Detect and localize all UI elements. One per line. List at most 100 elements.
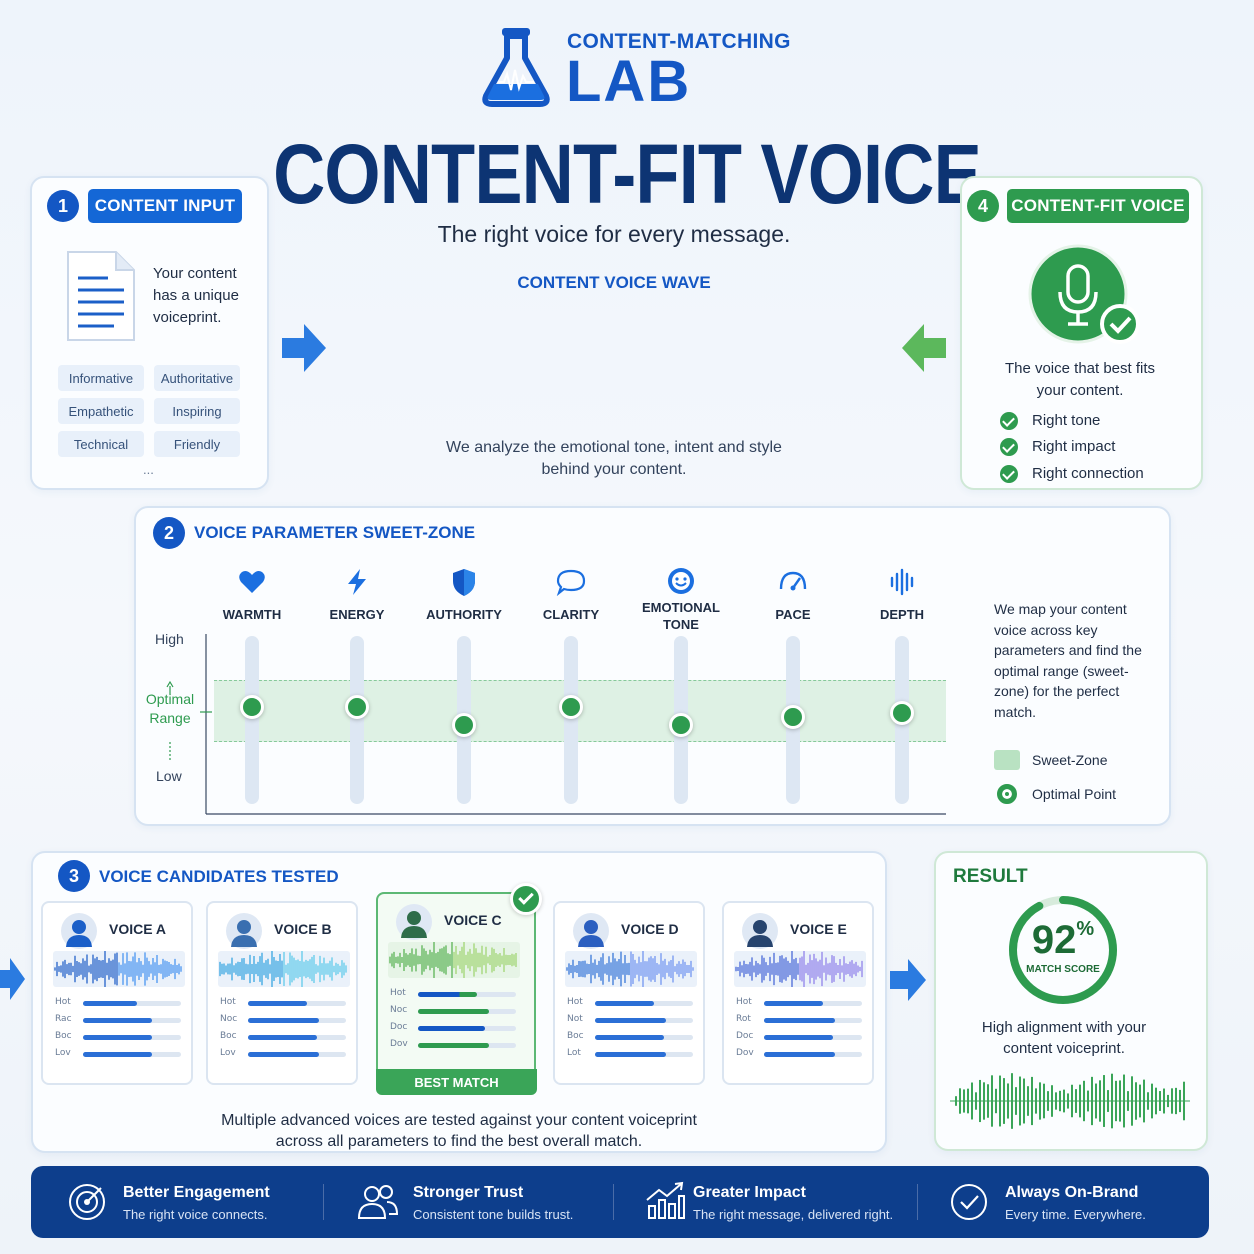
best-match-badge-check-icon: [510, 883, 542, 915]
avatar-icon: [573, 913, 609, 949]
tags-more-ellipsis: ...: [143, 462, 154, 477]
voice-param-bar: Noc: [220, 1014, 348, 1026]
avatar-icon: [742, 913, 778, 949]
voice-param-bar: Boc: [567, 1031, 695, 1043]
step-number-4: 4: [967, 190, 999, 222]
optimal-point-warmth: [240, 694, 264, 719]
sweet-zone-description: We map your content voice across key par…: [994, 601, 1142, 720]
voice-waveform: [565, 951, 697, 987]
page-subtitle: The right voice for every message.: [437, 221, 791, 247]
tag-inspiring: Inspiring: [154, 398, 240, 424]
axis-optimal-label: Optimal Range: [145, 691, 195, 726]
voice-name: VOICE B: [274, 921, 332, 937]
result-title: RESULT: [953, 866, 1028, 887]
voice-param-bar: Hot: [567, 997, 695, 1009]
footer-trust-title: Stronger Trust: [413, 1184, 524, 1201]
footer-trust-sub: Consistent tone builds trust.: [413, 1207, 574, 1222]
axis-high-label: High: [155, 631, 184, 647]
footer-onbrand-sub: Every time. Everywhere.: [1005, 1207, 1146, 1222]
voice-param-bar: Boc: [220, 1031, 348, 1043]
speech-bubble-icon: [556, 569, 586, 597]
optimal-point-clarity: [559, 694, 583, 719]
bolt-icon: [348, 569, 366, 595]
voice-card-voice-c[interactable]: VOICE C Hot Noc Doc Dov: [376, 892, 536, 1073]
check-icon: [1000, 438, 1018, 456]
voice-name: VOICE A: [109, 921, 167, 937]
voice-param-bar: Boc: [55, 1031, 183, 1043]
optimal-point-emotional-tone: [669, 713, 693, 738]
match-score-ring: [1009, 896, 1117, 1004]
voice-param-label: Dov: [390, 1039, 408, 1049]
best-match-label: BEST MATCH: [376, 1069, 537, 1095]
people-icon: [357, 1185, 399, 1219]
param-label-clarity: CLARITY: [542, 607, 600, 622]
voice-param-bar: Hot: [220, 997, 348, 1009]
growth-chart-icon: [646, 1181, 685, 1219]
optimal-point-depth: [890, 701, 914, 726]
voice-param-label: Boc: [567, 1031, 584, 1041]
voice-candidates-title: VOICE CANDIDATES TESTED: [99, 867, 339, 886]
voice-param-label: Doc: [736, 1031, 754, 1041]
legend-sweet-zone-label: Sweet-Zone: [1032, 752, 1108, 768]
result-text-line2: content voiceprint.: [1003, 1040, 1125, 1057]
candidates-caption-line1: Multiple advanced voices are tested agai…: [221, 1112, 697, 1129]
content-input-text: Your content has a unique voiceprint.: [153, 265, 239, 326]
optimal-point-authority: [452, 713, 476, 738]
voice-param-bar: Lov: [220, 1048, 348, 1060]
optimal-point-pace: [781, 704, 805, 729]
gauge-icon: [779, 571, 807, 591]
check-circle-icon: [951, 1184, 987, 1220]
result-waveform: [950, 1073, 1190, 1129]
voice-param-label: Rot: [736, 1014, 751, 1024]
heart-icon: [239, 571, 265, 593]
document-icon: [67, 251, 135, 341]
brand-lab-text: LAB: [566, 49, 692, 114]
arrow-right-icon: [282, 324, 326, 372]
voice-name: VOICE E: [790, 921, 847, 937]
voice-param-label: Noc: [220, 1014, 238, 1024]
result-text-line1: High alignment with your: [981, 1019, 1147, 1036]
step-number-1: 1: [47, 190, 79, 222]
voice-param-bar: Rac: [55, 1014, 183, 1026]
footer-benefits-bar: Better Engagement The right voice connec…: [31, 1166, 1209, 1238]
content-input-title: CONTENT INPUT: [88, 189, 242, 223]
content-fit-text-line2: your content.: [1036, 382, 1124, 399]
arrow-right-icon: [0, 958, 25, 1000]
footer-impact-title: Greater Impact: [693, 1184, 806, 1201]
voice-name: VOICE C: [444, 912, 502, 928]
param-track-warmth: [245, 636, 259, 804]
sweet-zone-axes: [200, 634, 946, 815]
voice-param-label: Boc: [220, 1031, 237, 1041]
avatar-icon: [396, 904, 432, 940]
voice-waveform: [53, 951, 185, 987]
voice-card-voice-b[interactable]: VOICE B Hot Noc Boc Lov: [206, 901, 358, 1085]
avatar-icon: [226, 913, 262, 949]
voice-param-bar: Not: [567, 1014, 695, 1026]
footer-impact-sub: The right message, delivered right.: [693, 1207, 894, 1222]
arrow-right-icon: [890, 959, 926, 1001]
sound-bars-icon: [890, 568, 914, 596]
param-label-depth: DEPTH: [879, 607, 925, 622]
check-right-impact: Right impact: [1032, 438, 1116, 455]
legend-optimal-point-label: Optimal Point: [1032, 786, 1117, 802]
match-score-percent: %: [1076, 918, 1095, 940]
voice-param-label: Lot: [567, 1048, 581, 1058]
voice-param-label: Lov: [55, 1048, 71, 1058]
voice-param-label: Boc: [55, 1031, 72, 1041]
voice-waveform: [388, 942, 520, 978]
voice-card-voice-e[interactable]: VOICE E Hot Rot Doc Dov: [722, 901, 874, 1085]
param-label-pace: PACE: [775, 607, 811, 622]
sweet-zone-title: VOICE PARAMETER SWEET-ZONE: [194, 523, 476, 542]
voice-param-label: Hot: [55, 997, 71, 1007]
voice-param-bar: Noc: [390, 1005, 518, 1017]
voice-card-voice-a[interactable]: VOICE A Hot Rac Boc Lov: [41, 901, 193, 1085]
brand-top-text: CONTENT-MATCHING: [567, 30, 791, 53]
page-title: CONTENT-FIT VOICE: [273, 127, 982, 221]
check-right-connection: Right connection: [1032, 465, 1144, 482]
step-number-3: 3: [58, 860, 90, 892]
smile-icon: [668, 568, 694, 594]
step-number-2: 2: [153, 517, 185, 549]
voice-param-label: Lov: [220, 1048, 236, 1058]
voice-card-voice-d[interactable]: VOICE D Hot Not Boc Lot: [553, 901, 705, 1085]
legend-optimal-point-icon: [997, 784, 1017, 804]
